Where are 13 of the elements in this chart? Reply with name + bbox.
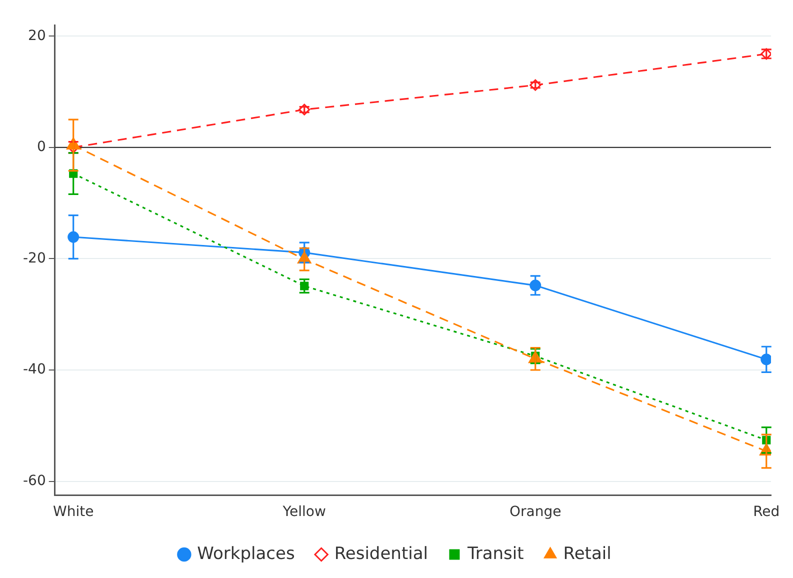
x-tick-label: White: [52, 504, 94, 520]
y-tick-label: 0: [36, 139, 46, 156]
legend-label: Workplaces: [197, 544, 295, 564]
legend-label: Transit: [466, 544, 524, 564]
x-tick-label: Yellow: [282, 504, 326, 520]
y-tick-label: -60: [22, 472, 46, 489]
y-tick-label: -20: [22, 250, 46, 266]
y-tick-label: -40: [22, 362, 46, 378]
legend-label: Retail: [563, 544, 612, 564]
x-tick-label: Red: [753, 504, 780, 520]
legend-label: Residential: [334, 544, 428, 564]
x-tick-label: Orange: [510, 504, 562, 520]
y-tick-label: 20: [28, 28, 46, 44]
